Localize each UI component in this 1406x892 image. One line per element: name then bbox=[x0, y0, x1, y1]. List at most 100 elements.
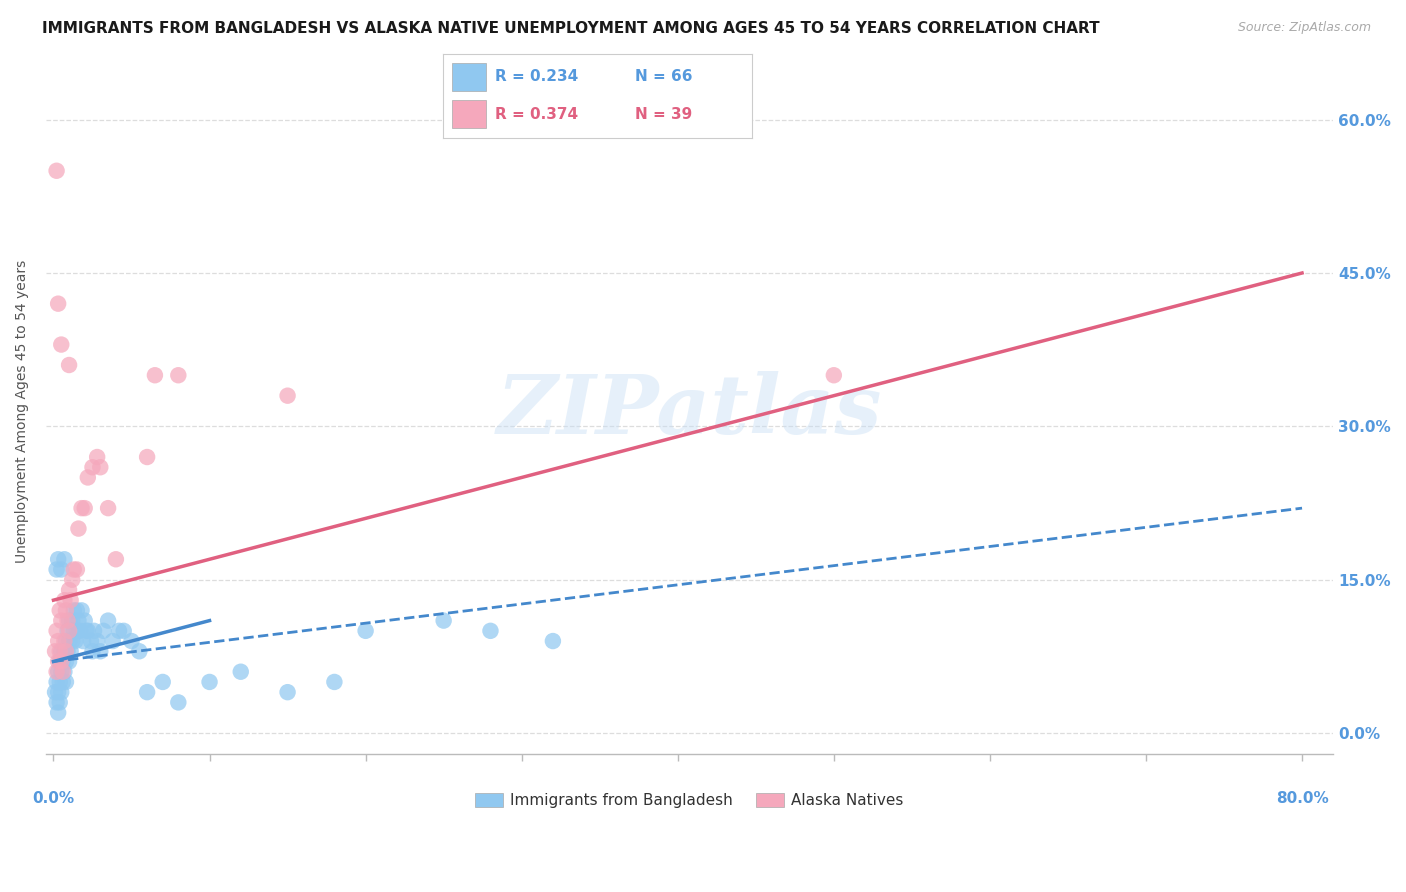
Point bbox=[53, 634, 76, 648]
Point bbox=[51, 614, 73, 628]
Text: IMMIGRANTS FROM BANGLADESH VS ALASKA NATIVE UNEMPLOYMENT AMONG AGES 45 TO 54 YEA: IMMIGRANTS FROM BANGLADESH VS ALASKA NAT… bbox=[42, 21, 1099, 36]
Point bbox=[67, 522, 90, 536]
Point bbox=[55, 603, 77, 617]
Point bbox=[53, 644, 76, 658]
Text: R = 0.234: R = 0.234 bbox=[495, 70, 579, 85]
Point bbox=[73, 614, 96, 628]
Point bbox=[58, 582, 80, 597]
Point bbox=[45, 562, 67, 576]
Point bbox=[66, 562, 89, 576]
Point bbox=[45, 675, 67, 690]
Point bbox=[108, 624, 131, 638]
Point bbox=[62, 603, 84, 617]
Point bbox=[76, 624, 98, 638]
Point bbox=[48, 603, 70, 617]
Point bbox=[65, 634, 87, 648]
Point bbox=[97, 501, 120, 516]
Point bbox=[152, 675, 174, 690]
Point bbox=[45, 695, 67, 709]
Point bbox=[433, 614, 456, 628]
Point bbox=[66, 603, 89, 617]
Point bbox=[75, 624, 97, 638]
Point bbox=[121, 634, 143, 648]
Point bbox=[62, 562, 84, 576]
Point bbox=[48, 655, 70, 669]
Point bbox=[60, 634, 83, 648]
Point bbox=[89, 460, 111, 475]
Point bbox=[70, 603, 93, 617]
Text: ZIPatlas: ZIPatlas bbox=[496, 371, 882, 451]
Text: Source: ZipAtlas.com: Source: ZipAtlas.com bbox=[1237, 21, 1371, 34]
Point bbox=[45, 624, 67, 638]
Point bbox=[83, 624, 105, 638]
Point bbox=[323, 675, 346, 690]
Point bbox=[46, 685, 69, 699]
Point bbox=[45, 163, 67, 178]
Point bbox=[541, 634, 564, 648]
Point bbox=[80, 634, 103, 648]
Point bbox=[93, 624, 115, 638]
Point bbox=[82, 644, 104, 658]
Point bbox=[52, 665, 75, 679]
Point bbox=[69, 624, 91, 638]
Point bbox=[45, 665, 67, 679]
Legend: Immigrants from Bangladesh, Alaska Natives: Immigrants from Bangladesh, Alaska Nativ… bbox=[470, 787, 910, 814]
Point bbox=[55, 675, 77, 690]
Text: R = 0.374: R = 0.374 bbox=[495, 107, 579, 121]
Point bbox=[59, 644, 82, 658]
Point bbox=[143, 368, 166, 383]
Point bbox=[44, 685, 66, 699]
Point bbox=[60, 614, 83, 628]
Point bbox=[48, 695, 70, 709]
Point bbox=[51, 337, 73, 351]
Point bbox=[112, 624, 135, 638]
Point bbox=[86, 634, 108, 648]
Point bbox=[229, 665, 252, 679]
Point bbox=[51, 644, 73, 658]
Text: N = 39: N = 39 bbox=[634, 107, 692, 121]
Point bbox=[67, 614, 90, 628]
Point bbox=[76, 470, 98, 484]
Point bbox=[55, 644, 77, 658]
Point bbox=[354, 624, 377, 638]
Point bbox=[82, 460, 104, 475]
Point bbox=[73, 501, 96, 516]
Point bbox=[46, 634, 69, 648]
Y-axis label: Unemployment Among Ages 45 to 54 years: Unemployment Among Ages 45 to 54 years bbox=[15, 260, 30, 563]
Point bbox=[46, 665, 69, 679]
Point bbox=[86, 450, 108, 464]
Point bbox=[198, 675, 221, 690]
Point bbox=[479, 624, 502, 638]
Point bbox=[56, 624, 79, 638]
Point bbox=[46, 296, 69, 310]
Point bbox=[136, 450, 159, 464]
Point bbox=[58, 614, 80, 628]
Point bbox=[128, 644, 150, 658]
Point bbox=[97, 614, 120, 628]
Point bbox=[51, 685, 73, 699]
Point bbox=[46, 706, 69, 720]
Point bbox=[55, 634, 77, 648]
Point bbox=[58, 655, 80, 669]
Point bbox=[60, 573, 83, 587]
Point bbox=[66, 624, 89, 638]
Point bbox=[44, 644, 66, 658]
Point bbox=[48, 675, 70, 690]
Point bbox=[167, 695, 190, 709]
Point bbox=[58, 624, 80, 638]
Point bbox=[70, 501, 93, 516]
Point bbox=[51, 562, 73, 576]
Point bbox=[53, 593, 76, 607]
Point bbox=[56, 614, 79, 628]
Bar bbox=[453, 100, 486, 128]
Point bbox=[167, 368, 190, 383]
Point bbox=[89, 644, 111, 658]
Point bbox=[53, 552, 76, 566]
Point bbox=[277, 389, 299, 403]
Point bbox=[56, 644, 79, 658]
Text: N = 66: N = 66 bbox=[634, 70, 692, 85]
Point bbox=[51, 655, 73, 669]
Point bbox=[46, 552, 69, 566]
Point bbox=[58, 634, 80, 648]
Point bbox=[52, 655, 75, 669]
